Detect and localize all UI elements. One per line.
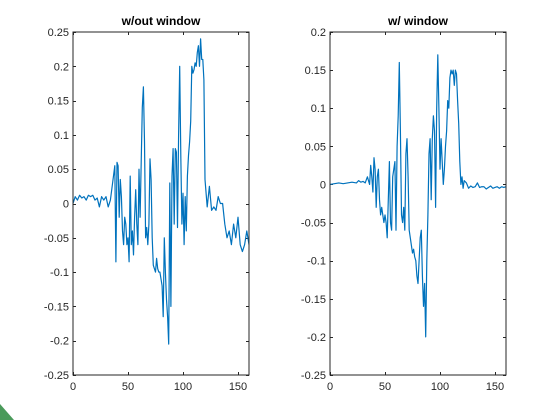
left-xtick-label: 0 [70,381,76,393]
right-subplot-axes-box [329,31,507,376]
corner-mark-icon [0,404,14,420]
left-xtick-label: 50 [122,381,134,393]
right-ytick-label: 0.2 [311,27,326,39]
left-ytick-label: -0.25 [44,370,69,382]
left-ytick-label: 0.25 [48,27,69,39]
right-ytick-label: 0.05 [305,141,326,153]
right-xtick-label: 100 [431,381,449,393]
right-ytick-label: -0.15 [301,294,326,306]
left-xtick-label: 100 [174,381,192,393]
left-ytick-label: -0.1 [50,267,69,279]
right-ytick-label: -0.2 [307,332,326,344]
left-ytick-label: 0 [63,199,69,211]
right-xtick-label: 0 [327,381,333,393]
right-xtick-label: 150 [486,381,504,393]
right-subplot: w/ window -0.25 -0.2 -0.15 -0.1 -0.05 0 0.05 0.… [301,14,507,393]
right-subplot-title: w/ window [387,14,449,28]
right-ytick-label: -0.25 [301,370,326,382]
right-xtick-label: 50 [379,381,391,393]
left-subplot-title: w/out window [121,14,201,28]
right-ytick-label: 0 [320,179,326,191]
right-ytick-label: 0.1 [311,103,326,115]
left-ytick-label: 0.15 [48,96,69,108]
right-subplot-series-line [329,54,507,338]
left-ytick-label: -0.15 [44,301,69,313]
right-ytick-label: -0.05 [301,218,326,230]
right-ytick-label: 0.15 [305,65,326,77]
left-ytick-label: 0.2 [54,61,69,73]
left-ytick-label: -0.05 [44,233,69,245]
left-xtick-label: 150 [229,381,247,393]
left-subplot-series-line [72,38,250,345]
left-ytick-label: 0.1 [54,130,69,142]
right-subplot-ticks: -0.25 -0.2 -0.15 -0.1 -0.05 0 0.05 0.1 0.15 0.2 0 5… [301,27,506,393]
left-subplot-axes-box [72,31,250,376]
left-subplot-ticks: -0.25 -0.2 -0.15 -0.1 -0.05 0 0.05 0.1 0.15 0.2 0.… [44,27,249,393]
left-subplot: w/out window -0.25 -0.2 -0.15 -0.1 -0.05 0 0.0… [44,14,250,393]
left-ytick-label: 0.05 [48,164,69,176]
left-ytick-label: -0.2 [50,336,69,348]
right-ytick-label: -0.1 [307,256,326,268]
